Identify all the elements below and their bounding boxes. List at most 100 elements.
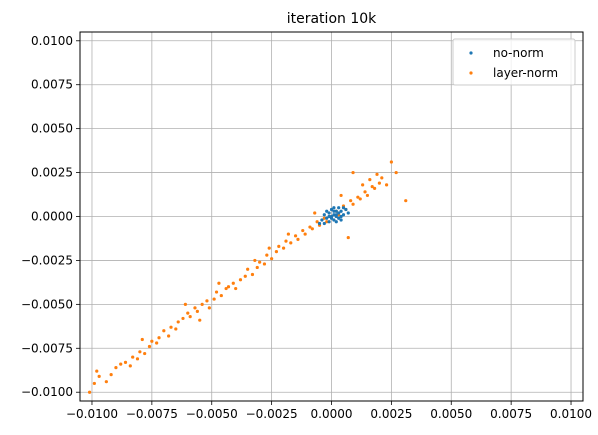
point-no-norm [320,218,324,222]
point-no-norm [337,216,341,220]
point-layer-norm [380,176,384,180]
point-layer-norm [207,306,211,310]
y-tick-label: −0.0025 [21,253,73,267]
legend-label-no-norm: no-norm [493,46,544,60]
point-layer-norm [377,181,382,185]
point-layer-norm [270,257,274,261]
data-points [87,160,408,394]
point-layer-norm [262,262,267,266]
point-layer-norm [315,220,319,224]
point-layer-norm [150,339,154,343]
legend-marker-layer-norm [469,71,473,75]
point-layer-norm [119,362,123,366]
x-tick-label: −0.0100 [66,407,118,421]
point-layer-norm [351,202,355,206]
point-layer-norm [109,373,113,377]
point-layer-norm [375,172,379,176]
point-layer-norm [135,357,140,361]
y-tick-label: 0.0100 [31,34,73,48]
point-layer-norm [212,297,216,301]
axis-ticks: −0.0100 −0.0075 −0.0050 −0.0025 0.0000 0.0025… [21,34,592,421]
point-layer-norm [246,267,250,271]
point-layer-norm [356,195,360,199]
point-layer-norm [219,293,223,298]
point-layer-norm [131,355,135,359]
y-tick-label: 0.0050 [31,122,73,136]
point-layer-norm [274,250,279,254]
x-tick-label: 0.0075 [490,407,532,421]
x-tick-label: 0.0000 [311,407,353,421]
point-no-norm [339,218,343,222]
chart-title: iteration 10k [287,11,377,27]
point-no-norm [317,221,322,226]
point-layer-norm [253,258,257,263]
point-no-norm [341,213,346,217]
x-tick-label: 0.0100 [550,407,592,421]
x-tick-label: 0.0050 [430,407,472,421]
point-layer-norm [238,278,243,282]
point-layer-norm [267,246,271,250]
point-layer-norm [404,199,408,203]
point-no-norm [337,211,341,215]
point-no-norm [332,218,336,222]
point-layer-norm [188,315,192,319]
point-no-norm [332,206,336,210]
point-layer-norm [373,186,377,190]
legend-box [452,38,576,86]
point-layer-norm [346,235,350,240]
point-layer-norm [97,374,101,378]
point-layer-norm [140,337,144,342]
series-no-norm [317,206,350,226]
point-layer-norm [198,318,202,322]
point-no-norm [341,206,346,210]
point-no-norm [325,209,329,213]
point-no-norm [325,216,329,220]
point-layer-norm [104,380,108,384]
point-layer-norm [255,265,259,270]
point-layer-norm [363,190,367,194]
point-layer-norm [195,309,199,313]
point-layer-norm [389,160,393,164]
point-layer-norm [296,237,300,241]
point-layer-norm [289,241,293,245]
point-layer-norm [155,341,159,345]
y-tick-label: 0.0025 [31,166,73,180]
point-layer-norm [205,299,209,303]
point-no-norm [327,211,331,215]
point-layer-norm [281,246,286,250]
point-layer-norm [258,260,262,264]
point-layer-norm [384,183,389,187]
point-layer-norm [217,281,221,285]
x-tick-label: −0.0050 [186,407,238,421]
point-layer-norm [169,325,173,329]
point-layer-norm [358,197,362,201]
point-layer-norm [87,390,92,394]
point-layer-norm [92,381,96,386]
point-layer-norm [349,199,353,203]
x-tick-label: −0.0025 [246,407,298,421]
point-layer-norm [313,211,317,215]
point-layer-norm [95,369,99,373]
point-layer-norm [368,178,372,182]
point-no-norm [332,213,336,217]
point-layer-norm [265,253,269,257]
point-no-norm [337,206,341,210]
point-layer-norm [193,306,197,310]
point-layer-norm [186,311,190,315]
point-layer-norm [243,274,247,278]
point-layer-norm [147,344,152,349]
legend-label-layer-norm: layer-norm [493,66,558,80]
point-layer-norm [284,239,288,243]
point-layer-norm [114,366,118,370]
point-no-norm [329,214,334,219]
legend: no-norm layer-norm [452,38,576,86]
point-layer-norm [143,351,147,356]
point-layer-norm [138,350,142,354]
point-no-norm [329,207,334,212]
point-no-norm [327,220,331,224]
point-layer-norm [277,244,281,248]
point-no-norm [322,213,326,217]
point-layer-norm [200,302,204,306]
point-layer-norm [234,286,238,291]
